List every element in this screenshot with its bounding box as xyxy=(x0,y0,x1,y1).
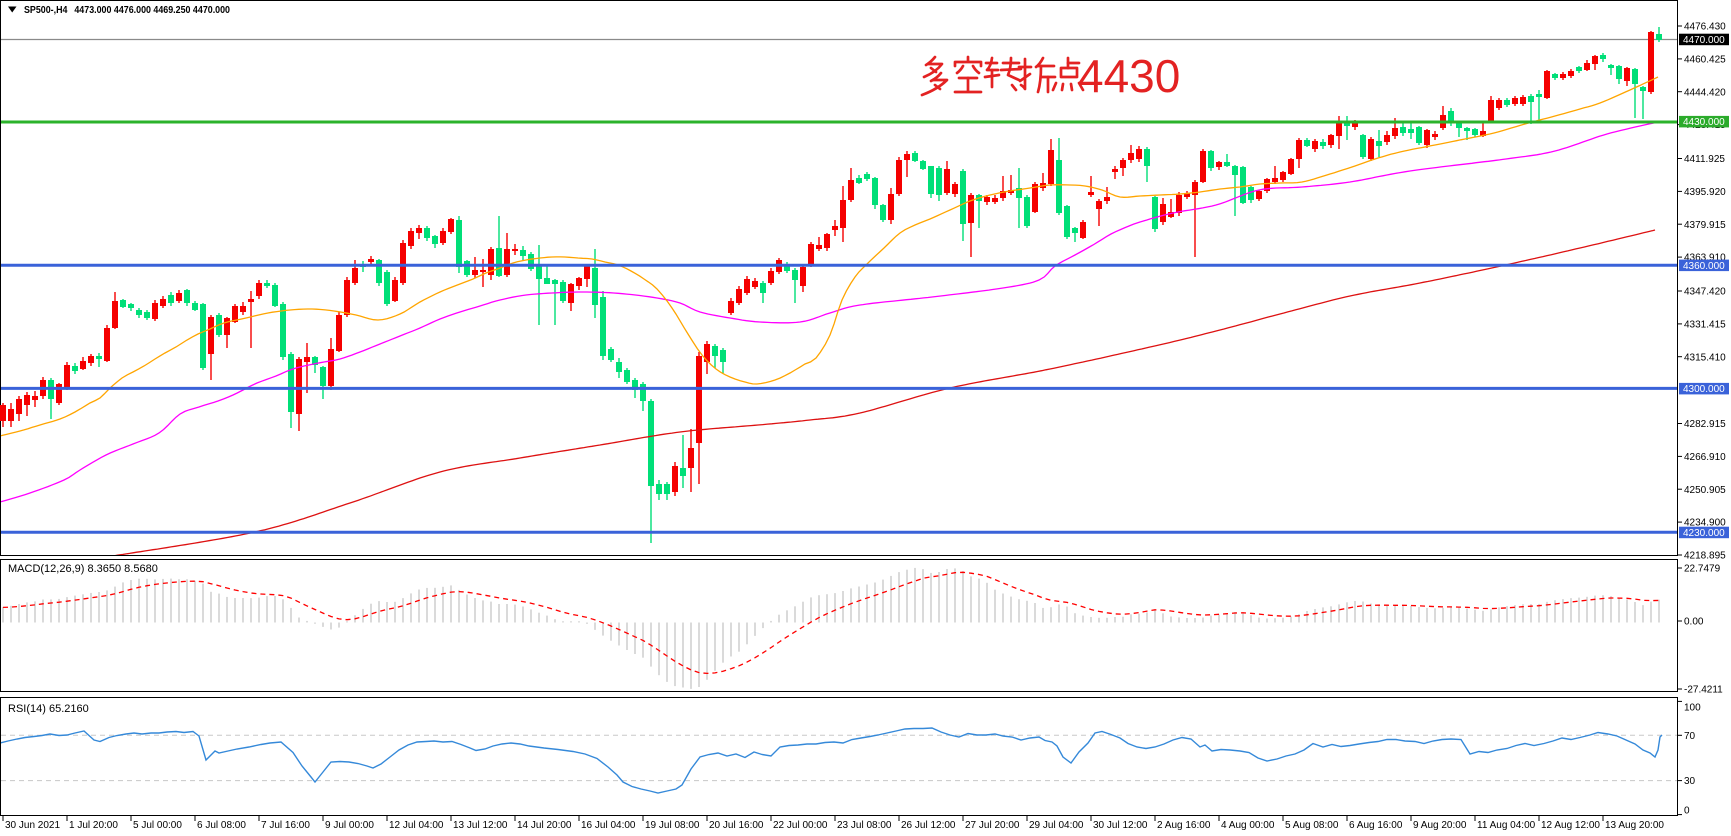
svg-text:11 Aug 04:00: 11 Aug 04:00 xyxy=(1477,820,1536,831)
svg-text:12 Jul 04:00: 12 Jul 04:00 xyxy=(389,820,444,831)
svg-text:1 Jul 20:00: 1 Jul 20:00 xyxy=(69,820,118,831)
svg-text:29 Jul 04:00: 29 Jul 04:00 xyxy=(1029,820,1084,831)
svg-text:-27.4211: -27.4211 xyxy=(1684,685,1723,696)
svg-text:14 Jul 20:00: 14 Jul 20:00 xyxy=(517,820,572,831)
svg-text:4470.000: 4470.000 xyxy=(1683,35,1725,46)
svg-text:22.7479: 22.7479 xyxy=(1684,564,1721,575)
svg-text:12 Aug 12:00: 12 Aug 12:00 xyxy=(1541,820,1600,831)
svg-text:4430.000: 4430.000 xyxy=(1683,117,1725,128)
svg-text:4476.430: 4476.430 xyxy=(1684,22,1726,33)
svg-text:30: 30 xyxy=(1684,776,1696,787)
svg-text:4430: 4430 xyxy=(1078,50,1180,102)
svg-text:100: 100 xyxy=(1684,703,1701,714)
svg-text:SP500-,H4 4473.000 4476.000 4: SP500-,H4 4473.000 4476.000 4469.250 447… xyxy=(24,4,230,16)
svg-text:70: 70 xyxy=(1684,731,1696,742)
svg-text:27 Jul 20:00: 27 Jul 20:00 xyxy=(965,820,1020,831)
svg-text:9 Aug 20:00: 9 Aug 20:00 xyxy=(1413,820,1467,831)
svg-text:4331.415: 4331.415 xyxy=(1684,320,1726,331)
svg-text:30 Jul 12:00: 30 Jul 12:00 xyxy=(1093,820,1148,831)
svg-text:4230.000: 4230.000 xyxy=(1683,528,1725,539)
svg-text:4234.900: 4234.900 xyxy=(1684,518,1726,529)
svg-text:4218.895: 4218.895 xyxy=(1684,551,1726,562)
svg-text:22 Jul 00:00: 22 Jul 00:00 xyxy=(773,820,828,831)
svg-text:4250.905: 4250.905 xyxy=(1684,485,1726,496)
svg-text:13 Jul 12:00: 13 Jul 12:00 xyxy=(453,820,508,831)
svg-text:4300.000: 4300.000 xyxy=(1683,384,1725,395)
svg-text:4363.910: 4363.910 xyxy=(1684,253,1726,264)
svg-text:6 Jul 08:00: 6 Jul 08:00 xyxy=(197,820,246,831)
svg-text:4379.915: 4379.915 xyxy=(1684,220,1726,231)
svg-text:19 Jul 08:00: 19 Jul 08:00 xyxy=(645,820,700,831)
svg-text:RSI(14) 65.2160: RSI(14) 65.2160 xyxy=(8,703,89,715)
svg-text:7 Jul 16:00: 7 Jul 16:00 xyxy=(261,820,310,831)
svg-text:6 Aug 16:00: 6 Aug 16:00 xyxy=(1349,820,1403,831)
svg-text:2 Aug 16:00: 2 Aug 16:00 xyxy=(1157,820,1211,831)
svg-text:4411.925: 4411.925 xyxy=(1684,154,1725,165)
svg-text:MACD(12,26,9) 8.3650 8.5680: MACD(12,26,9) 8.3650 8.5680 xyxy=(8,563,158,575)
svg-text:5 Jul 00:00: 5 Jul 00:00 xyxy=(133,820,182,831)
svg-text:4360.000: 4360.000 xyxy=(1683,261,1725,272)
svg-text:23 Jul 08:00: 23 Jul 08:00 xyxy=(837,820,892,831)
svg-text:0.00: 0.00 xyxy=(1684,617,1704,628)
svg-text:0: 0 xyxy=(1684,806,1690,817)
svg-text:4282.915: 4282.915 xyxy=(1684,419,1726,430)
svg-text:4444.420: 4444.420 xyxy=(1684,87,1726,98)
svg-text:4 Aug 00:00: 4 Aug 00:00 xyxy=(1221,820,1275,831)
svg-text:4460.425: 4460.425 xyxy=(1684,55,1726,66)
svg-text:26 Jul 12:00: 26 Jul 12:00 xyxy=(901,820,956,831)
svg-text:5 Aug 08:00: 5 Aug 08:00 xyxy=(1285,820,1339,831)
svg-text:4266.910: 4266.910 xyxy=(1684,452,1726,463)
svg-text:20 Jul 16:00: 20 Jul 16:00 xyxy=(709,820,764,831)
svg-text:4315.410: 4315.410 xyxy=(1684,352,1726,363)
svg-text:16 Jul 04:00: 16 Jul 04:00 xyxy=(581,820,636,831)
svg-text:4395.920: 4395.920 xyxy=(1684,187,1726,198)
svg-text:9 Jul 00:00: 9 Jul 00:00 xyxy=(325,820,374,831)
svg-text:30 Jun 2021: 30 Jun 2021 xyxy=(5,820,60,831)
svg-text:4347.420: 4347.420 xyxy=(1684,287,1726,298)
svg-text:13 Aug 20:00: 13 Aug 20:00 xyxy=(1605,820,1664,831)
